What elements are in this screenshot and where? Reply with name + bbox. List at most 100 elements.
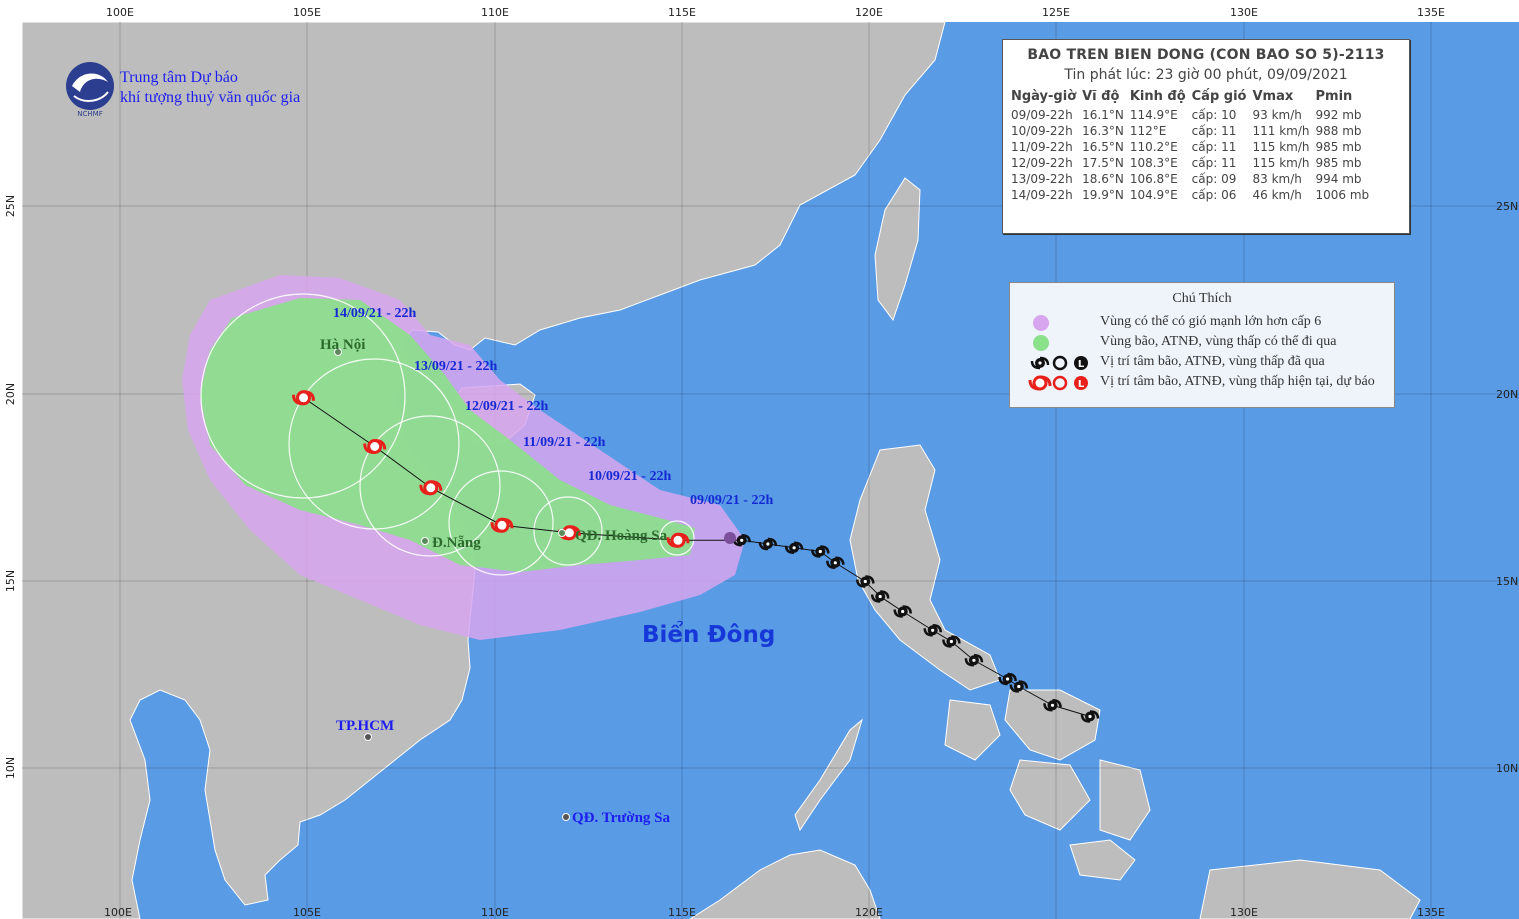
left-frame: [0, 0, 22, 919]
nchmf-logo: NCHMF: [66, 62, 114, 118]
table-cell: 16.3°N: [1082, 124, 1124, 138]
table-cell: 112°E: [1129, 124, 1167, 138]
lon-tick: 120E: [855, 906, 883, 919]
agency-line2: khí tượng thuỷ văn quốc gia: [120, 89, 300, 106]
lat-tick: 10N: [1496, 762, 1518, 775]
hanoi-label: Hà Nội: [320, 337, 365, 353]
lon-tick: 125E: [1042, 6, 1070, 19]
table-cell: cấp: 06: [1191, 188, 1237, 202]
sea-label: Biển Đông: [642, 620, 775, 648]
legend-item-storm-zone: Vùng bão, ATNĐ, vùng thấp có thể đi qua: [1020, 333, 1390, 353]
lon-tick: 100E: [104, 906, 132, 919]
table-cell: 18.6°N: [1082, 172, 1124, 186]
lon-tick: 100E: [106, 6, 134, 19]
table-cell: 114.9°E: [1129, 108, 1178, 122]
past-track-line: [678, 539, 1091, 717]
col-header: Vmax: [1252, 89, 1294, 104]
table-cell: cấp: 11: [1191, 140, 1237, 154]
lon-tick: 130E: [1230, 6, 1258, 19]
hcm-dot: [364, 733, 372, 741]
col-header: Cấp gió: [1191, 89, 1247, 104]
legend-box: Chú Thích Vùng có thể có gió mạnh lớn hơ…: [1009, 282, 1395, 408]
lon-axis-bottom: 100E 105E 110E 115E 120E 130E 135E: [104, 906, 1445, 919]
track-label-0909: 09/09/21 - 22h: [690, 493, 773, 508]
track-label-1009: 10/09/21 - 22h: [588, 469, 671, 484]
table-row: 14/09-22h 19.9°N 104.9°E cấp: 06 46 km/h 1006…: [1011, 187, 1375, 203]
table-cell: 14/09-22h: [1011, 188, 1073, 202]
past-cyclone-icons: L: [1030, 355, 1088, 371]
track-junction-marker: [724, 532, 736, 544]
svg-text:L: L: [1078, 379, 1085, 390]
truongsa-dot: [562, 813, 570, 821]
lat-tick: 20N: [1496, 388, 1518, 401]
bulletin-title: BAO TREN BIEN DONG (CON BAO SO 5)-2113: [1027, 47, 1385, 63]
table-row: 13/09-22h 18.6°N 106.8°E cấp: 09 83 km/h 994 …: [1011, 171, 1375, 187]
legend-item-past: L Vị trí tâm bão, ATNĐ, vùng thấp đã qua: [1020, 353, 1390, 373]
land-borneo: [689, 849, 881, 919]
table-cell: 115 km/h: [1252, 140, 1310, 154]
table-row: 12/09-22h 17.5°N 108.3°E cấp: 11 115 km/h 985…: [1011, 155, 1375, 171]
legend-item-strong-wind: Vùng có thể có gió mạnh lớn hơn cấp 6: [1020, 313, 1390, 333]
lat-axis-left: 25N 20N 15N 10N: [4, 195, 17, 779]
table-cell: 17.5°N: [1082, 156, 1124, 170]
table-cell: 988 mb: [1315, 124, 1362, 138]
table-cell: cấp: 11: [1191, 156, 1237, 170]
lon-tick: 105E: [293, 906, 321, 919]
track-label-1409: 14/09/21 - 22h: [333, 306, 416, 321]
table-cell: 16.5°N: [1082, 140, 1124, 154]
legend-label: Vùng có thể có gió mạnh lớn hơn cấp 6: [1100, 314, 1322, 329]
hoangsa-label: QĐ. Hoàng Sa: [575, 528, 668, 544]
lat-tick: 25N: [1496, 200, 1518, 213]
agency-line1: Trung tâm Dự báo: [120, 69, 238, 86]
table-cell: 09/09-22h: [1011, 108, 1073, 122]
track-label-1209: 12/09/21 - 22h: [465, 399, 548, 414]
table-cell: 1006 mb: [1315, 188, 1370, 202]
col-header: Vĩ độ: [1082, 89, 1120, 104]
table-cell: 12/09-22h: [1011, 156, 1073, 170]
purple-dot-icon: [1033, 315, 1049, 331]
truongsa-label: QĐ. Trường Sa: [572, 810, 671, 826]
table-cell: 104.9°E: [1129, 188, 1178, 202]
issued-time: Tin phát lúc: 23 giờ 00 phút, 09/09/2021: [1064, 67, 1348, 83]
lat-tick: 15N: [4, 570, 17, 592]
table-cell: 992 mb: [1315, 108, 1362, 122]
table-cell: 111 km/h: [1252, 124, 1310, 138]
current-cyclone-icons: L: [1028, 375, 1088, 391]
legend-title: Chú Thích: [1172, 291, 1232, 306]
danang-label: Đ.Nẵng: [432, 535, 481, 551]
green-dot-icon: [1033, 335, 1049, 351]
hcm-label: TP.HCM: [336, 718, 394, 734]
track-label-1109: 11/09/21 - 22h: [523, 435, 606, 450]
table-cell: 115 km/h: [1252, 156, 1310, 170]
table-row: 09/09-22h 16.1°N 114.9°E cấp: 10 93 km/h 992 …: [1011, 107, 1375, 123]
top-frame: [0, 0, 1519, 22]
table-cell: cấp: 10: [1191, 108, 1237, 122]
lon-tick: 115E: [668, 906, 696, 919]
forecast-track-line: [303, 397, 679, 541]
logo-text: NCHMF: [77, 110, 102, 118]
table-cell: 19.9°N: [1082, 188, 1124, 202]
table-cell: 13/09-22h: [1011, 172, 1073, 186]
legend-label: Vùng bão, ATNĐ, vùng thấp có thể đi qua: [1100, 334, 1337, 349]
land-taiwan: [874, 177, 921, 322]
table-cell: cấp: 09: [1191, 172, 1237, 186]
forecast-info-box: BAO TREN BIEN DONG (CON BAO SO 5)-2113 T…: [1002, 39, 1410, 234]
col-header: Ngày-giờ: [1011, 89, 1077, 104]
hanoi-dot: [334, 348, 342, 356]
table-row: 10/09-22h 16.3°N 112°E cấp: 11 111 km/h 988 m…: [1011, 123, 1375, 139]
lon-tick: 110E: [481, 6, 509, 19]
track-label-1309: 13/09/21 - 22h: [414, 359, 497, 374]
col-header: Pmin: [1315, 89, 1353, 104]
table-cell: 106.8°E: [1129, 172, 1178, 186]
table-cell: 93 km/h: [1252, 108, 1302, 122]
table-row: 11/09-22h 16.5°N 110.2°E cấp: 11 115 km/h 985…: [1011, 139, 1375, 155]
table-cell: 110.2°E: [1129, 140, 1178, 154]
storm-probable-zone: [200, 298, 695, 572]
lon-tick: 115E: [668, 6, 696, 19]
lon-tick: 135E: [1417, 6, 1445, 19]
legend-label: Vị trí tâm bão, ATNĐ, vùng thấp hiện tại…: [1100, 374, 1375, 389]
table-cell: 46 km/h: [1252, 188, 1302, 202]
table-cell: cấp: 11: [1191, 124, 1237, 138]
lat-tick: 20N: [4, 383, 17, 405]
table-cell: 985 mb: [1315, 156, 1362, 170]
